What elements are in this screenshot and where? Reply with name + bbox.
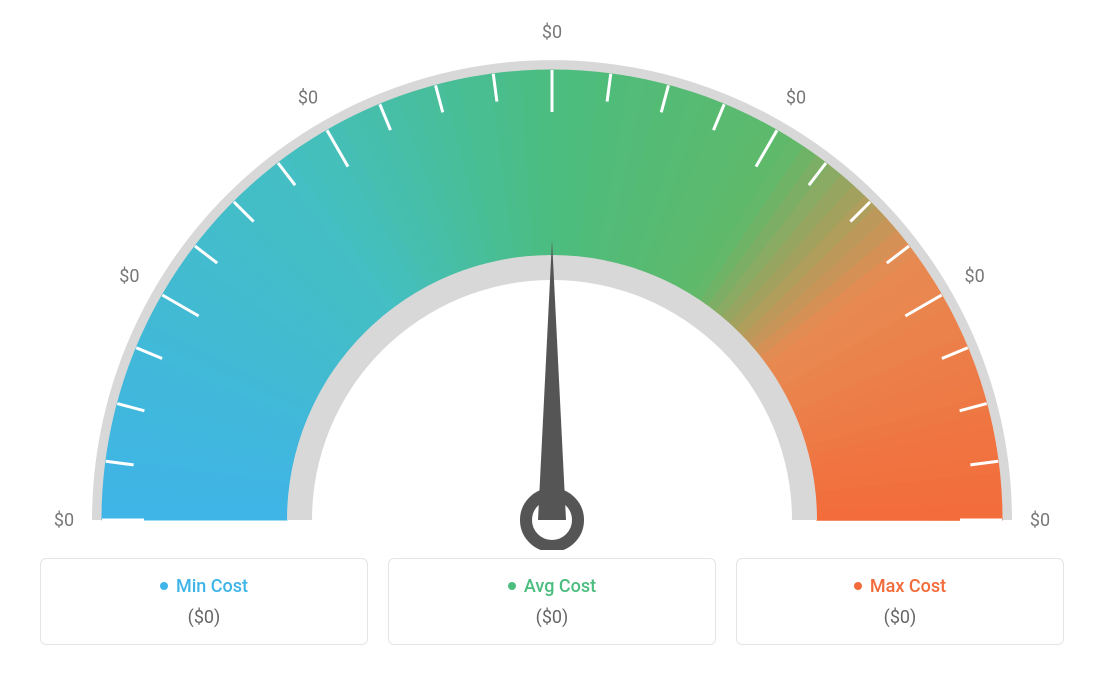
gauge-chart: $0 $0 $0 $0 $0 $0 $0 [22,20,1082,550]
legend-card-avg: Avg Cost ($0) [388,558,716,645]
legend-label-avg: Avg Cost [524,576,596,597]
legend-label-max: Max Cost [870,576,946,597]
legend-row: Min Cost ($0) Avg Cost ($0) Max Cost ($0… [40,558,1064,645]
cost-gauge: $0 $0 $0 $0 $0 $0 $0 [22,20,1082,550]
svg-text:$0: $0 [1030,510,1050,531]
legend-label-min: Min Cost [176,576,248,597]
legend-title-max: Max Cost [854,576,946,597]
svg-text:$0: $0 [786,87,806,108]
legend-dot-avg [508,582,516,590]
svg-text:$0: $0 [965,266,985,287]
legend-dot-max [854,582,862,590]
svg-text:$0: $0 [542,22,562,43]
legend-title-min: Min Cost [160,576,248,597]
legend-dot-min [160,582,168,590]
svg-text:$0: $0 [119,266,139,287]
svg-text:$0: $0 [298,87,318,108]
legend-title-avg: Avg Cost [508,576,596,597]
legend-card-max: Max Cost ($0) [736,558,1064,645]
legend-value-max: ($0) [749,607,1051,628]
legend-value-min: ($0) [53,607,355,628]
legend-card-min: Min Cost ($0) [40,558,368,645]
svg-text:$0: $0 [54,510,74,531]
legend-value-avg: ($0) [401,607,703,628]
